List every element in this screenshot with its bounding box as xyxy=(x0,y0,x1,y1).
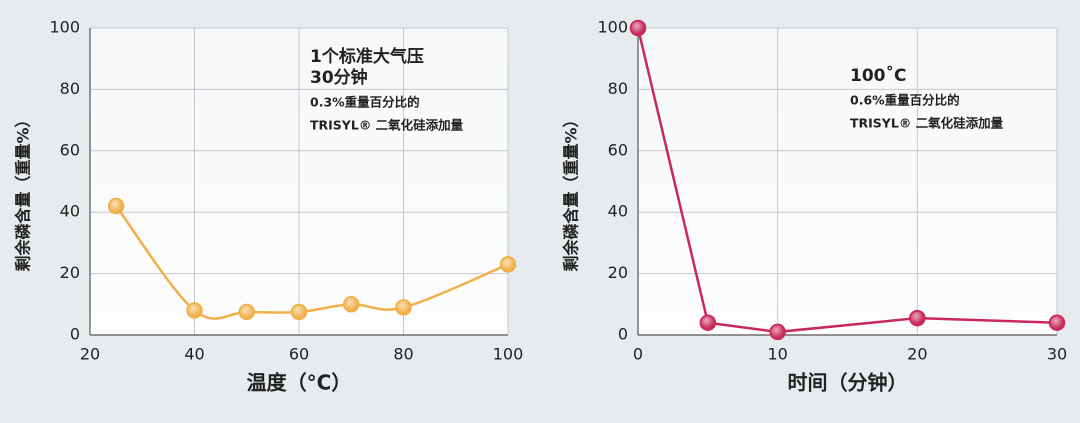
point-highlight xyxy=(397,300,410,314)
y-tick-label: 20 xyxy=(60,263,80,282)
x-tick-label: 20 xyxy=(80,345,100,364)
y-axis-label: 剩余磷含量（重量%） xyxy=(14,111,33,271)
y-tick-label: 100 xyxy=(597,18,628,37)
x-axis-label: 温度（°C） xyxy=(247,371,352,395)
point-highlight xyxy=(109,199,123,213)
point-highlight xyxy=(701,316,715,330)
point-highlight xyxy=(292,305,306,319)
y-tick-label: 0 xyxy=(618,325,628,344)
y-tick-label: 40 xyxy=(608,202,628,221)
point-highlight xyxy=(771,325,785,339)
point-highlight xyxy=(188,303,201,317)
annotation-text: TRISYL® 二氧化硅添加量 xyxy=(850,116,1004,131)
point-highlight xyxy=(910,311,924,325)
x-tick-label: 0 xyxy=(633,345,643,364)
point-highlight xyxy=(631,21,645,35)
y-tick-label: 60 xyxy=(608,140,628,159)
x-axis-label: 时间（分钟） xyxy=(788,371,908,395)
point-highlight xyxy=(344,297,358,311)
x-tick-label: 40 xyxy=(184,345,204,364)
x-tick-label: 100 xyxy=(493,345,524,364)
y-tick-label: 0 xyxy=(70,325,80,344)
y-tick-label: 80 xyxy=(60,79,80,98)
y-tick-label: 80 xyxy=(608,79,628,98)
annotation-text: TRISYL® 二氧化硅添加量 xyxy=(310,118,464,133)
y-tick-label: 20 xyxy=(608,263,628,282)
point-highlight xyxy=(501,257,515,271)
annotation-title: 1个标准大气压 xyxy=(310,46,424,67)
annotation-text: 0.3%重量百分比的 xyxy=(310,95,420,110)
x-tick-label: 80 xyxy=(393,345,413,364)
point-highlight xyxy=(1050,316,1064,330)
x-tick-label: 10 xyxy=(767,345,787,364)
y-tick-label: 100 xyxy=(49,18,80,37)
y-tick-label: 40 xyxy=(60,202,80,221)
x-tick-label: 60 xyxy=(289,345,309,364)
y-tick-label: 60 xyxy=(60,140,80,159)
annotation-text: 0.6%重量百分比的 xyxy=(850,93,960,108)
point-highlight xyxy=(240,305,254,319)
x-tick-label: 30 xyxy=(1047,345,1067,364)
annotation-title: 100˚C xyxy=(850,64,906,86)
plot-area xyxy=(638,28,1057,335)
x-tick-label: 20 xyxy=(907,345,927,364)
annotation-title: 30分钟 xyxy=(310,67,368,88)
y-axis-label: 剩余磷含量（重量%） xyxy=(562,111,581,271)
